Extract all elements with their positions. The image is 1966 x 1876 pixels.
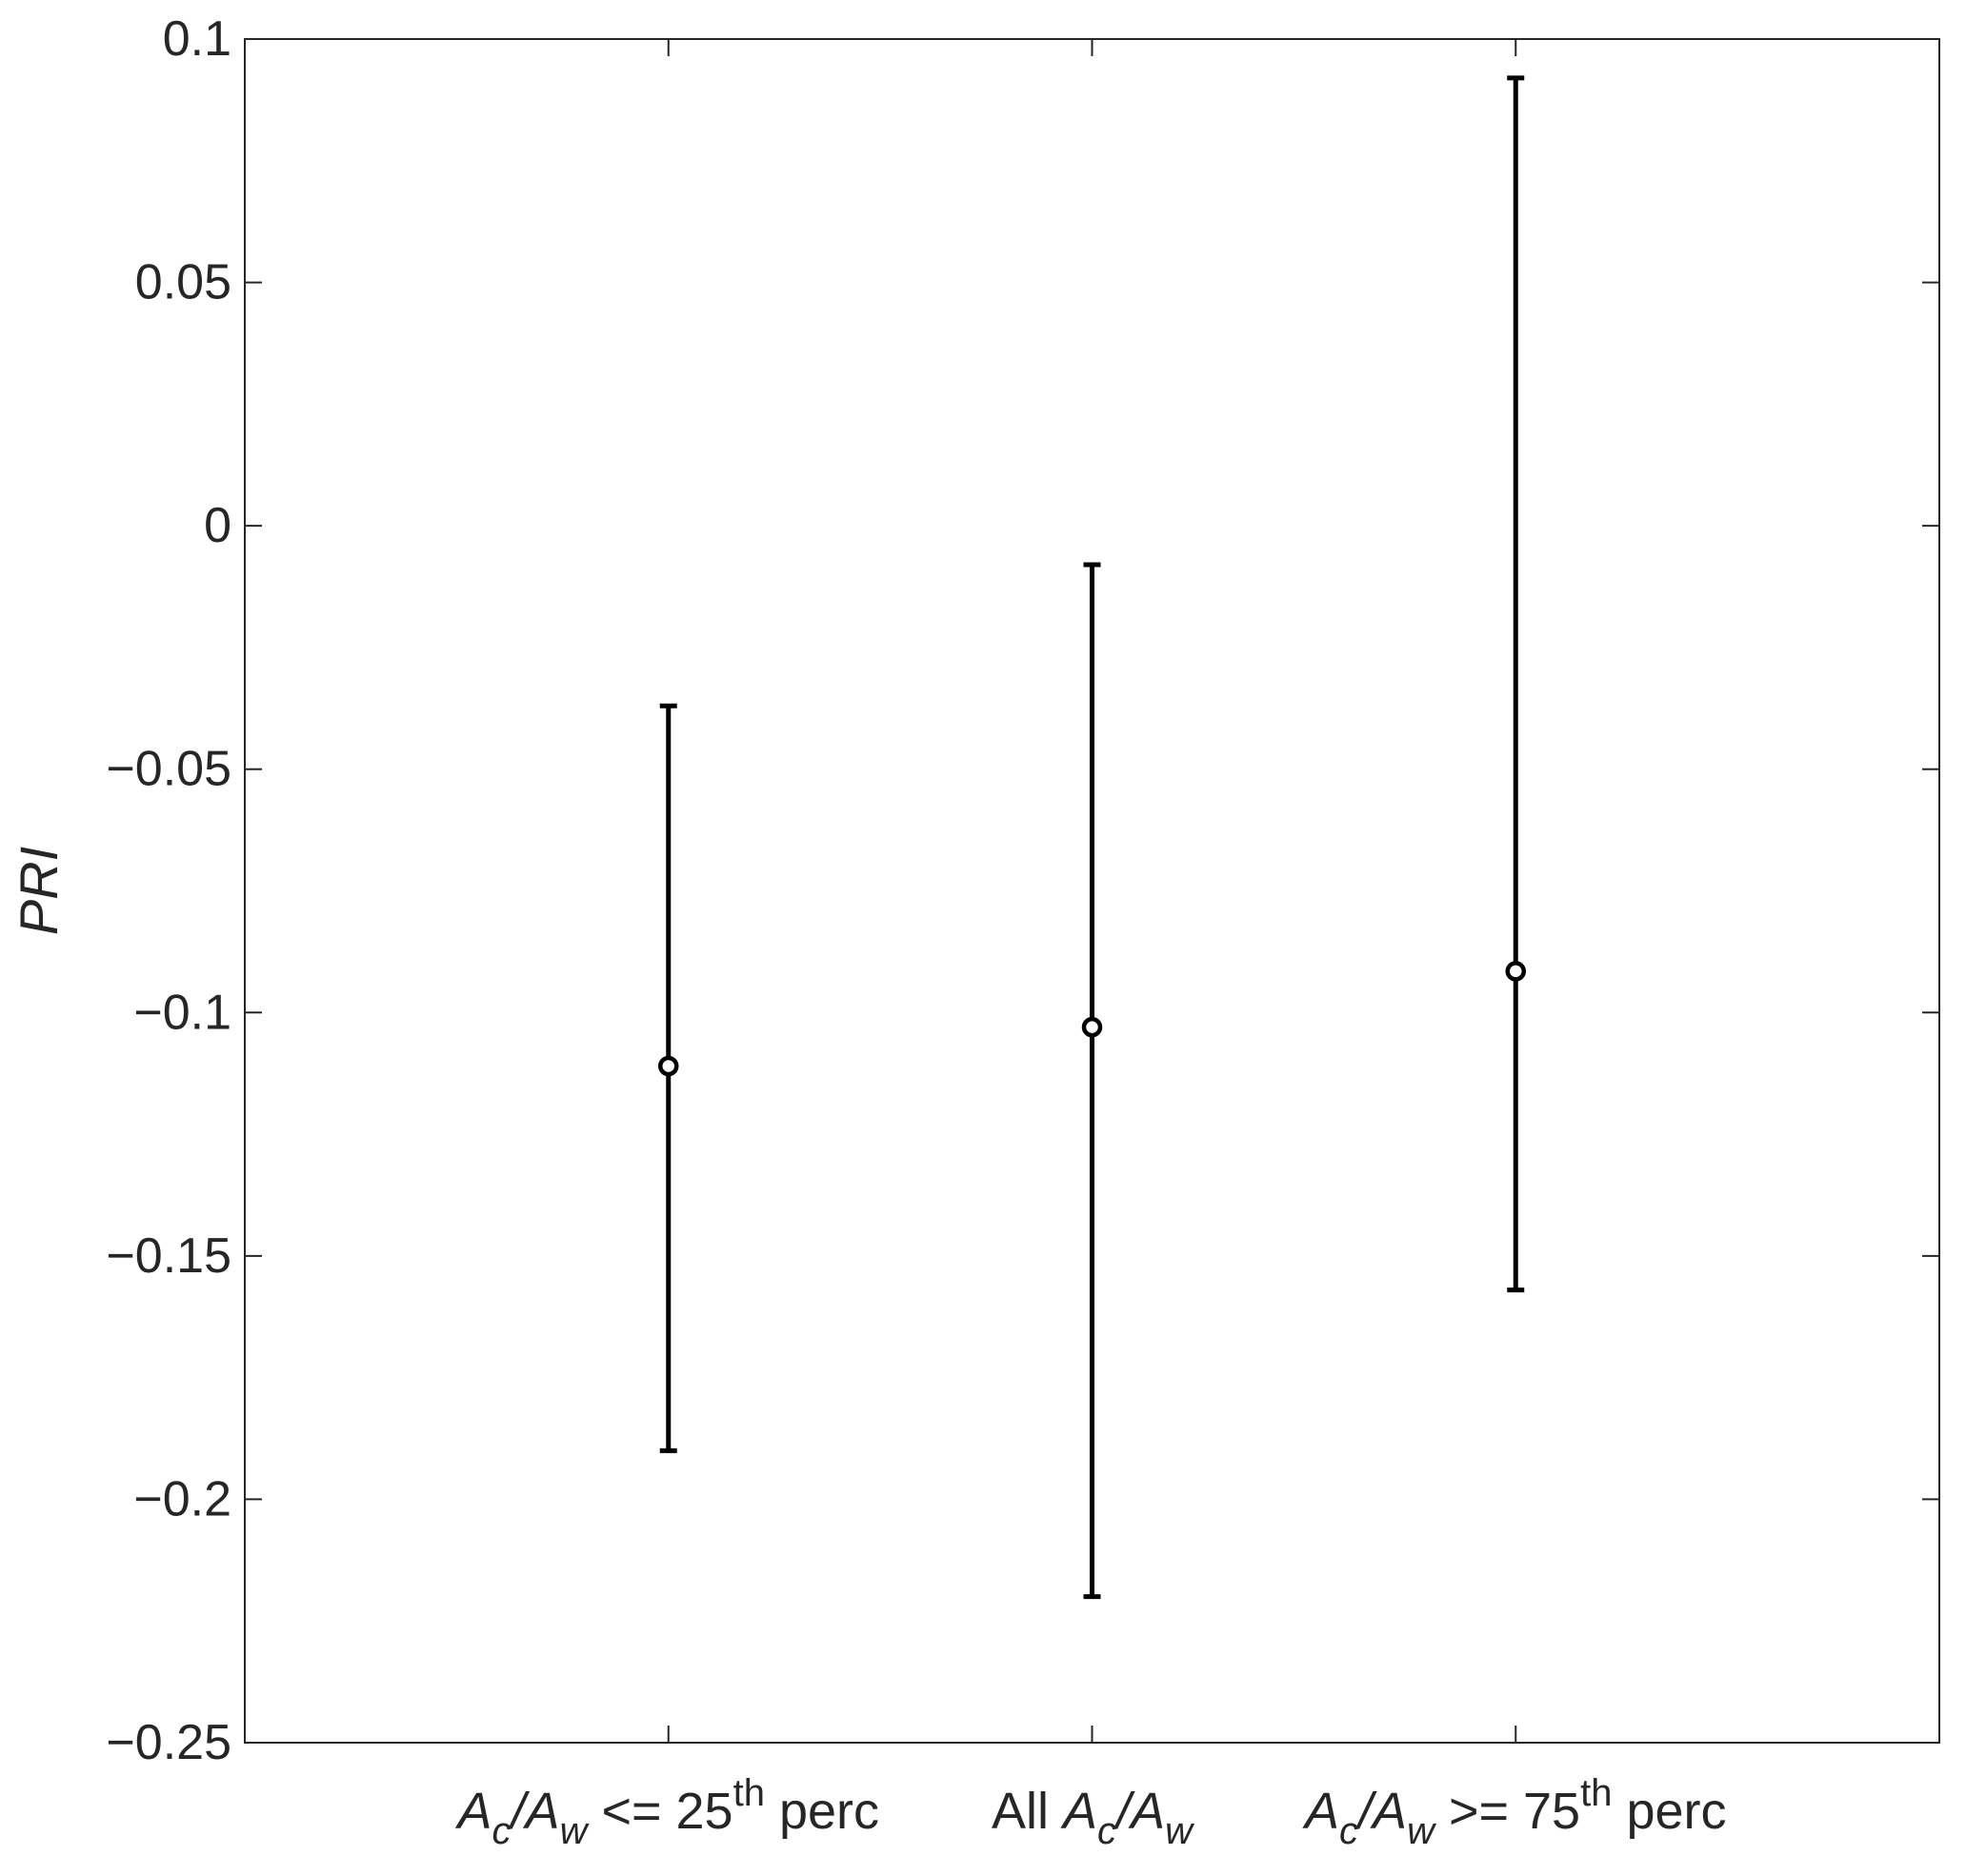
x-tick-label-part: A [1370,1783,1407,1840]
data-point-marker [1081,1016,1103,1038]
x-tick-label-part: A [1060,1783,1097,1840]
x-tick-label: All Ac/Aw [992,1783,1195,1852]
x-tick-label-part: >= 75 [1434,1783,1580,1840]
errorbar-group [1505,75,1526,1293]
y-tick-label: 0.05 [135,255,231,310]
y-tick-label: −0.25 [106,1715,231,1770]
x-tick-label: Ac/Aw <= 25th perc [454,1772,879,1852]
y-tick-label: −0.1 [133,985,231,1040]
x-tick-label-part: c [492,1810,512,1852]
x-tick-label-part: A [523,1783,560,1840]
x-tick-label-part: All [992,1783,1063,1840]
x-tick-label-part: A [1302,1783,1339,1840]
x-tick-label-part: th [733,1772,765,1814]
x-tick-label: Ac/Aw >= 75th perc [1302,1772,1727,1852]
data-point-marker [658,1055,679,1077]
x-tick-label-part: th [1580,1772,1612,1814]
x-tick-label-part: A [454,1783,492,1840]
y-tick-label: 0 [204,498,231,553]
x-tick-label-part: <= 25 [587,1783,732,1840]
y-tick-label: −0.05 [106,742,231,797]
data-point-marker [1505,961,1526,982]
x-tick-label-part: c [1097,1810,1116,1852]
errorbar-group [658,703,679,1453]
y-axis-label: PRI [9,847,69,935]
plot-area: −0.25 −0.2 −0.15 −0.1 −0.05 0 0.05 0.1 Ac/Aw <= … [106,11,1940,1852]
x-tick-label-part: w [560,1810,591,1852]
x-tick-label-part: w [1407,1810,1437,1852]
y-tick-label: 0.1 [163,11,231,67]
y-tick-label: −0.15 [106,1228,231,1284]
errorbar-group [1081,562,1103,1600]
x-tick-label-part: c [1339,1810,1358,1852]
x-tick-label-part: perc [765,1783,879,1840]
x-tick-label-part: w [1165,1810,1195,1852]
x-tick-label-part: A [1128,1783,1165,1840]
y-tick-label: −0.2 [133,1471,231,1527]
x-tick-label-part: perc [1612,1783,1726,1840]
